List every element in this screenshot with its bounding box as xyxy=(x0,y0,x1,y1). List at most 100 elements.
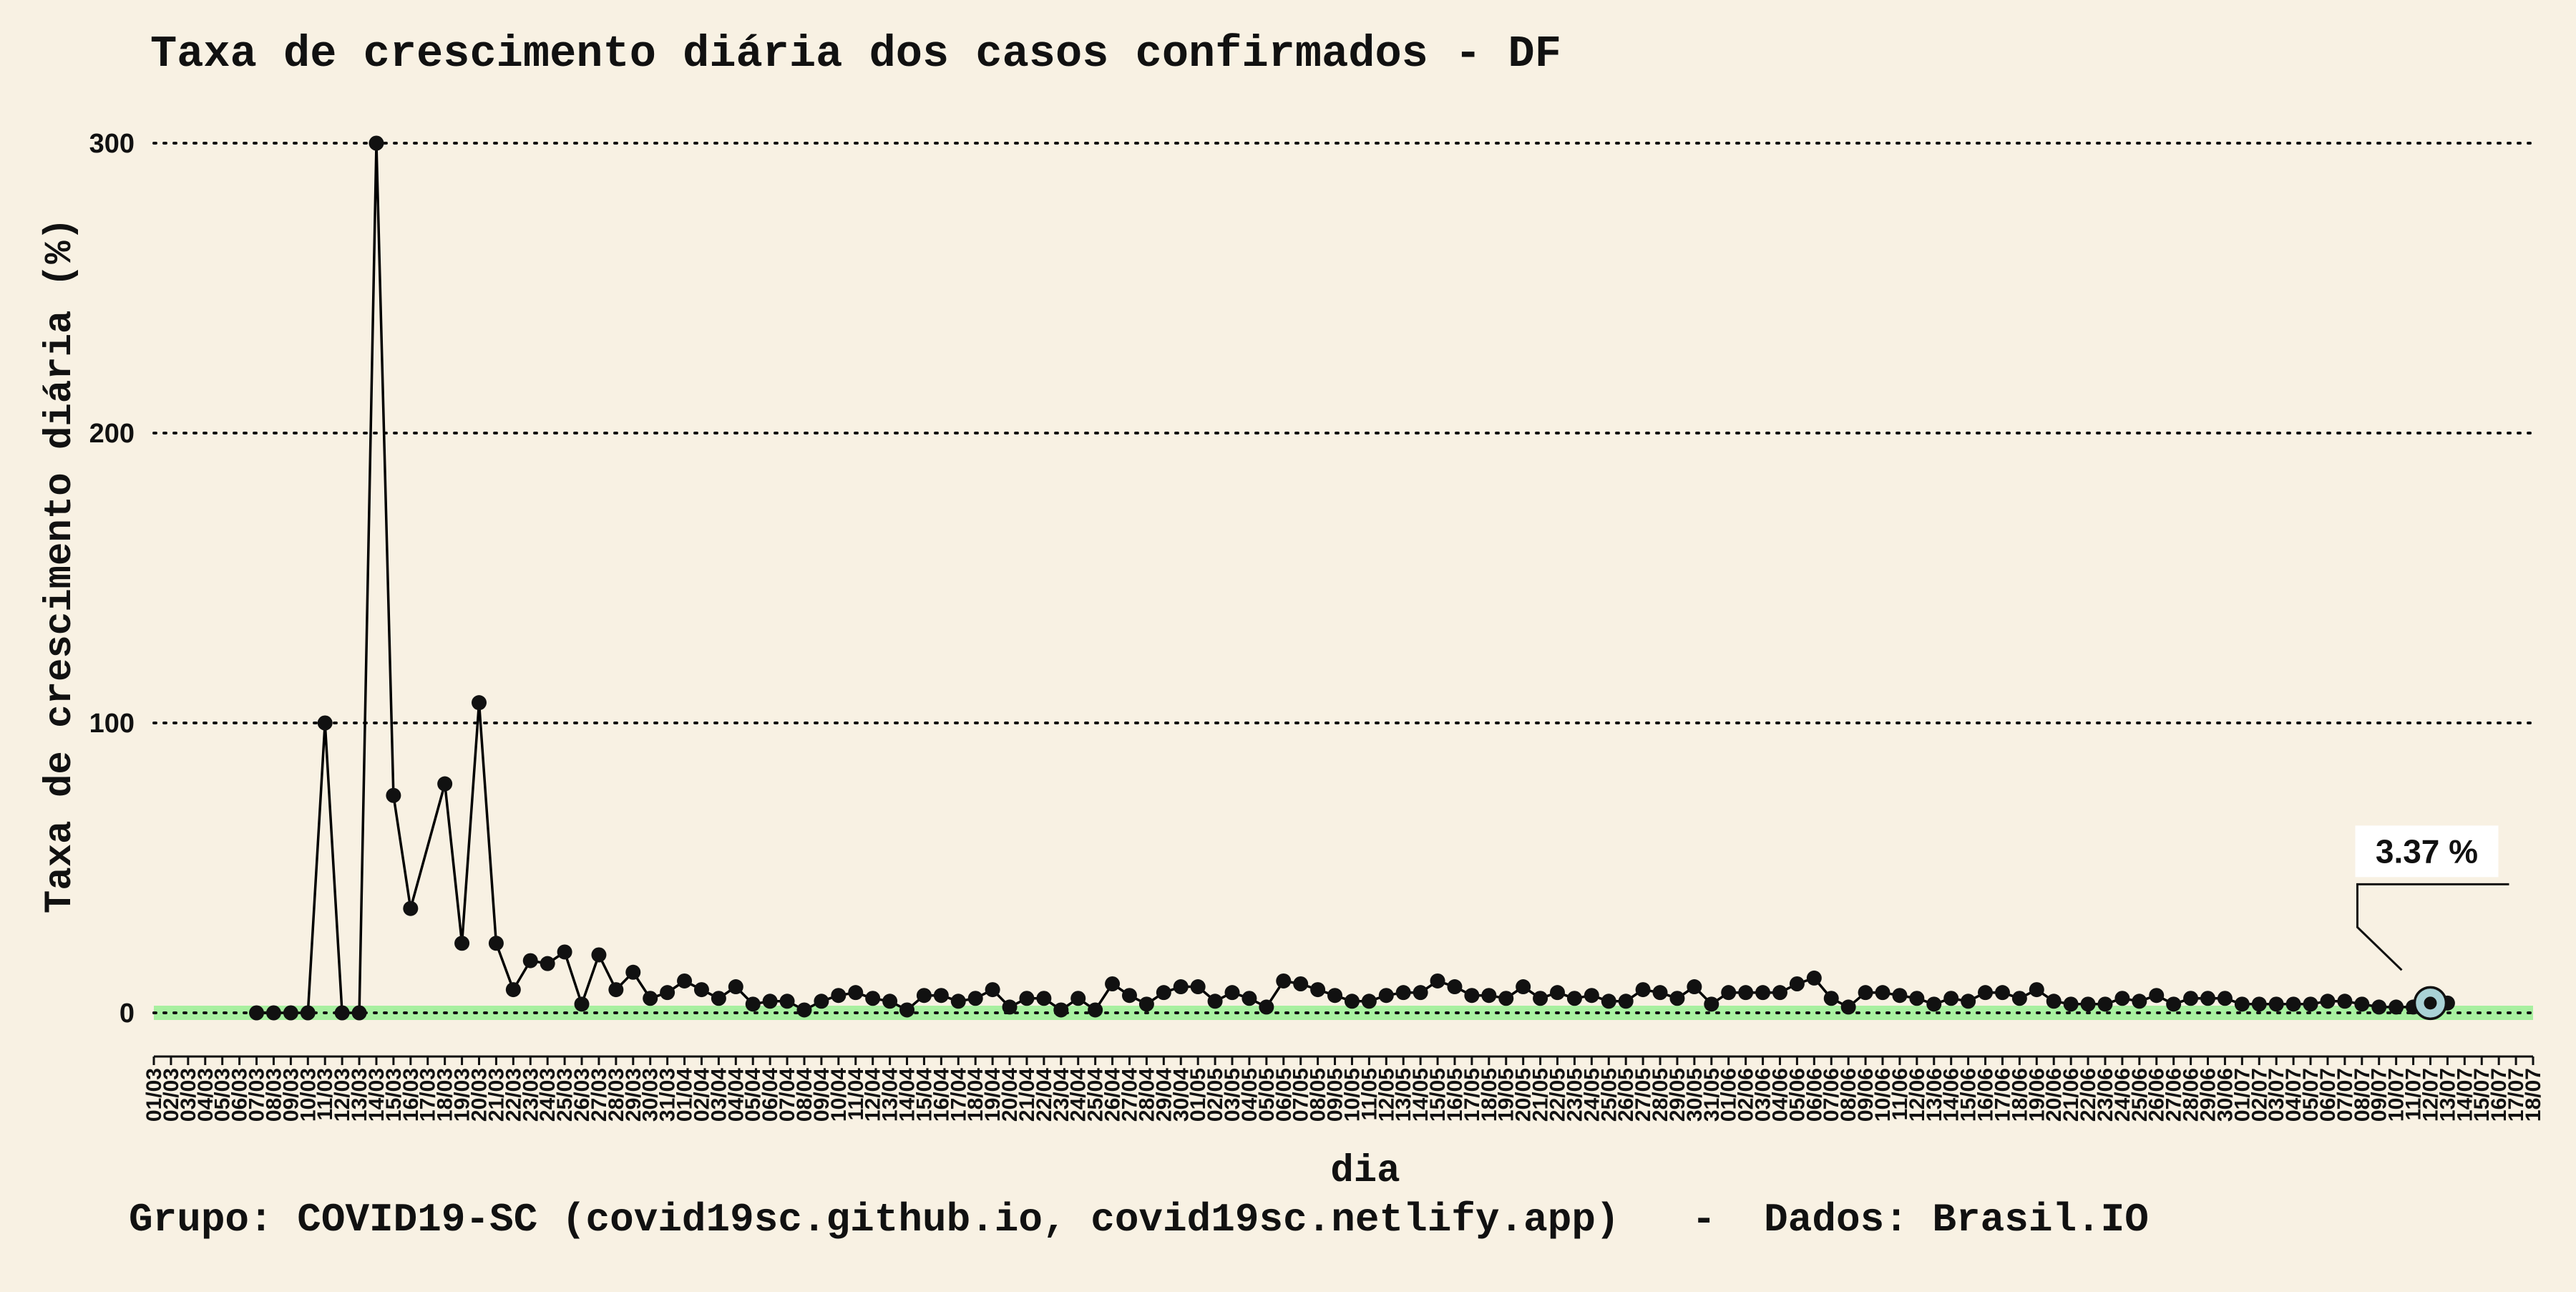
x-tick-label: 18/03 xyxy=(434,1068,457,1122)
x-tick-label: 15/05 xyxy=(1426,1068,1450,1122)
data-point xyxy=(1105,976,1121,991)
data-point xyxy=(1310,982,1326,998)
x-tick-label: 30/03 xyxy=(639,1068,663,1122)
data-point xyxy=(2251,996,2267,1012)
annotation-label: 3.37 % xyxy=(2376,832,2478,870)
data-point xyxy=(711,991,726,1006)
data-point xyxy=(677,973,693,989)
highlight-point xyxy=(2424,996,2437,1010)
x-tick-label: 06/07 xyxy=(2316,1068,2340,1122)
x-tick-label: 25/06 xyxy=(2128,1068,2152,1122)
data-point xyxy=(454,936,470,951)
gridlines xyxy=(152,142,2534,1014)
x-tick-label: 16/05 xyxy=(1443,1068,1467,1122)
x-axis-title: dia xyxy=(1330,1150,1400,1193)
y-tick-label: 200 xyxy=(89,419,135,449)
x-tick-label: 20/06 xyxy=(2042,1068,2066,1122)
x-tick-label: 31/03 xyxy=(656,1068,680,1122)
data-point xyxy=(265,1005,281,1021)
data-point xyxy=(2046,994,2062,1009)
data-point xyxy=(1823,991,1839,1006)
x-tick-label: 26/04 xyxy=(1101,1068,1125,1122)
x-tick-label: 06/06 xyxy=(1802,1068,1826,1122)
x-tick-label: 09/07 xyxy=(2368,1068,2391,1122)
x-tick-label: 18/05 xyxy=(1478,1068,1501,1122)
x-tick-label: 29/03 xyxy=(622,1068,645,1122)
x-tick-label: 11/06 xyxy=(1888,1068,1912,1120)
y-axis-title: Taxa de crescimento diária (%) xyxy=(39,218,82,913)
y-axis-ticks: 0 100 200 300 xyxy=(89,129,135,1029)
data-point xyxy=(2285,996,2301,1012)
x-tick-label: 04/04 xyxy=(724,1068,748,1122)
data-point xyxy=(1516,979,1531,995)
x-tick-label: 11/07 xyxy=(2402,1068,2426,1120)
x-tick-label: 23/03 xyxy=(519,1068,542,1122)
x-tick-label: 06/05 xyxy=(1272,1068,1296,1122)
data-point xyxy=(2371,999,2387,1015)
data-point xyxy=(1652,985,1668,1001)
data-point xyxy=(1601,994,1616,1009)
x-tick-label: 19/06 xyxy=(2025,1068,2049,1122)
x-tick-label: 03/04 xyxy=(707,1068,731,1122)
x-tick-label: 12/06 xyxy=(1906,1068,1929,1122)
x-tick-label: 07/07 xyxy=(2333,1068,2357,1122)
x-tick-label: 16/07 xyxy=(2487,1068,2511,1122)
x-tick-label: 16/04 xyxy=(930,1068,953,1122)
data-point xyxy=(2097,996,2113,1012)
x-tick-label: 04/03 xyxy=(194,1068,218,1122)
x-tick-label: 26/03 xyxy=(570,1068,594,1122)
x-tick-label: 01/07 xyxy=(2230,1068,2254,1122)
data-point xyxy=(1293,976,1309,991)
x-tick-label: 25/04 xyxy=(1084,1068,1108,1122)
x-tick-label: 27/06 xyxy=(2162,1068,2186,1122)
x-tick-label: 21/06 xyxy=(2059,1068,2083,1122)
data-point xyxy=(334,1005,350,1021)
x-tick-label: 29/06 xyxy=(2197,1068,2220,1122)
data-point xyxy=(2320,994,2336,1009)
x-tick-label: 27/05 xyxy=(1631,1068,1655,1122)
source-caption: Grupo: COVID19-SC (covid19sc.github.io, … xyxy=(129,1197,2149,1243)
data-point xyxy=(437,776,453,792)
data-point xyxy=(950,994,966,1009)
x-tick-label: 05/03 xyxy=(211,1068,235,1122)
data-point xyxy=(2114,991,2130,1006)
x-tick-label: 28/03 xyxy=(605,1068,628,1122)
data-point xyxy=(625,964,641,980)
x-tick-label: 04/05 xyxy=(1238,1068,1262,1122)
data-point xyxy=(1994,985,2010,1001)
data-point xyxy=(1430,973,1445,989)
x-tick-label: 17/06 xyxy=(1991,1068,2014,1122)
annotation-box xyxy=(2355,825,2499,878)
y-tick-label: 100 xyxy=(89,709,135,739)
data-point xyxy=(967,991,983,1006)
data-point xyxy=(1498,991,1514,1006)
data-point xyxy=(317,715,333,731)
x-tick-label: 26/05 xyxy=(1614,1068,1638,1122)
x-tick-label: 27/04 xyxy=(1118,1068,1141,1122)
x-tick-label: 23/05 xyxy=(1563,1068,1586,1122)
data-point xyxy=(1207,994,1223,1009)
x-tick-label: 10/07 xyxy=(2385,1068,2409,1122)
data-point xyxy=(1276,973,1292,989)
data-point xyxy=(540,956,555,971)
x-tick-label: 12/04 xyxy=(862,1068,885,1122)
x-tick-label: 03/07 xyxy=(2265,1068,2288,1122)
x-tick-label: 16/03 xyxy=(399,1068,423,1122)
data-point xyxy=(1241,991,1257,1006)
x-axis: 01/0302/0303/0304/0305/0306/0307/0308/03… xyxy=(142,1055,2545,1122)
data-point xyxy=(1669,991,1685,1006)
x-tick-label: 14/06 xyxy=(1940,1068,1963,1122)
data-point xyxy=(2011,991,2027,1006)
x-tick-label: 03/05 xyxy=(1221,1068,1244,1122)
x-tick-label: 08/07 xyxy=(2351,1068,2374,1122)
x-tick-label: 14/07 xyxy=(2453,1068,2477,1122)
data-point xyxy=(1173,979,1189,995)
x-tick-label: 10/05 xyxy=(1340,1068,1364,1122)
data-point xyxy=(1584,988,1599,1004)
x-tick-label: 08/04 xyxy=(793,1068,816,1122)
data-point xyxy=(2166,996,2182,1012)
x-tick-label: 17/07 xyxy=(2504,1068,2528,1122)
data-point xyxy=(728,979,743,995)
x-tick-label: 22/04 xyxy=(1033,1068,1056,1122)
